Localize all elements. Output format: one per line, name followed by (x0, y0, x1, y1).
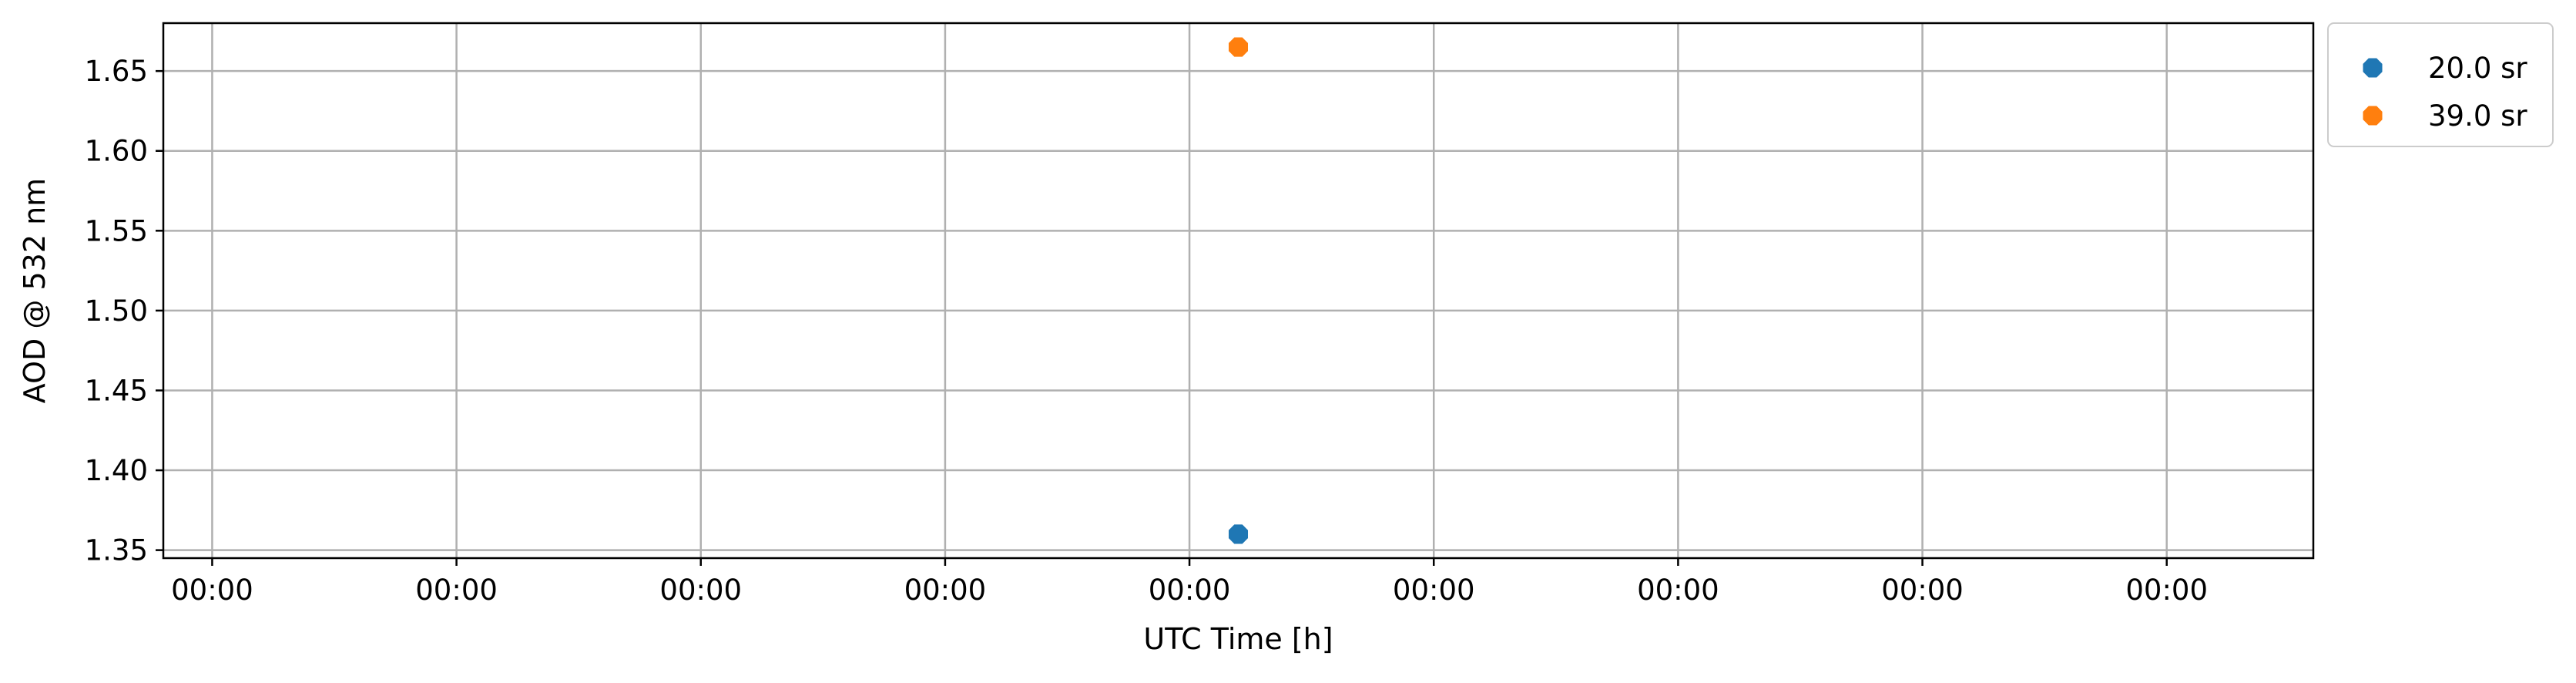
y-tick-label: 1.40 (85, 454, 148, 487)
x-tick-label: 00:00 (1149, 574, 1231, 607)
x-axis-ticks: 00:00 00:00 00:00 00:00 00:00 00:00 00:00 00:00… (171, 558, 2208, 607)
x-axis-label: UTC Time [h] (1143, 622, 1333, 656)
legend-box (2327, 22, 2554, 147)
y-tick-label: 1.45 (85, 374, 148, 407)
y-tick-label: 1.35 (85, 534, 148, 567)
legend: 20.0 sr 39.0 sr (2327, 22, 2554, 147)
y-tick-label: 1.55 (85, 214, 148, 247)
data-points (1228, 37, 1249, 544)
y-axis-label: AOD @ 532 nm (18, 178, 52, 403)
grid-lines (163, 23, 2313, 558)
x-tick-label: 00:00 (171, 574, 253, 607)
y-tick-label: 1.60 (85, 135, 148, 168)
legend-marker (2363, 58, 2383, 78)
data-point (1228, 524, 1249, 544)
plot-area-frame (162, 22, 2315, 560)
y-tick-label: 1.65 (85, 55, 148, 88)
legend-label: 39.0 sr (2428, 99, 2527, 133)
legend-label: 20.0 sr (2428, 52, 2527, 85)
legend-entries: 20.0 sr 39.0 sr (2363, 52, 2527, 133)
y-axis-ticks: 1.35 1.40 1.45 1.50 1.55 1.60 1.65 (85, 55, 163, 567)
x-tick-label: 00:00 (415, 574, 498, 607)
legend-marker (2363, 106, 2383, 126)
x-tick-label: 00:00 (1637, 574, 1719, 607)
x-tick-label: 00:00 (1393, 574, 1475, 607)
x-tick-label: 00:00 (904, 574, 987, 607)
legend-entry: 20.0 sr (2363, 52, 2527, 85)
y-tick-label: 1.50 (85, 294, 148, 328)
data-point (1228, 37, 1249, 57)
x-tick-label: 00:00 (659, 574, 742, 607)
x-tick-label: 00:00 (1881, 574, 1964, 607)
legend-entry: 39.0 sr (2363, 99, 2527, 133)
x-tick-label: 00:00 (2125, 574, 2208, 607)
